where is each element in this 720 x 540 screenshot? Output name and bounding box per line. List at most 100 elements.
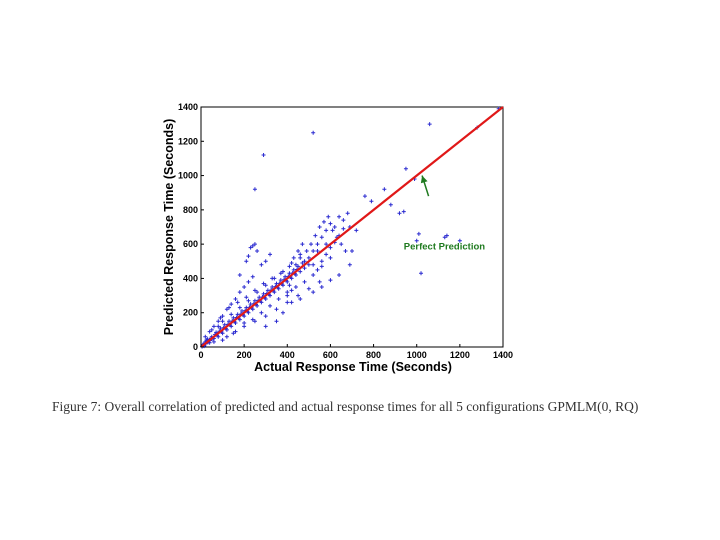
scatter-point <box>252 187 257 192</box>
scatter-point <box>285 293 290 298</box>
scatter-point <box>227 305 232 310</box>
scatter-point <box>231 331 236 336</box>
scatter-point <box>442 235 447 240</box>
scatter-point <box>207 329 212 334</box>
scatter-point <box>211 339 216 344</box>
scatter-point <box>337 273 342 277</box>
scatter-point <box>319 285 324 289</box>
scatter-point <box>319 235 324 240</box>
scatter-point <box>362 194 367 199</box>
scatter-point <box>313 233 318 238</box>
scatter-point <box>216 319 221 324</box>
scatter-point <box>339 242 344 247</box>
scatter-point <box>401 209 406 214</box>
y-tick-label: 400 <box>183 273 198 283</box>
scatter-point <box>237 273 242 277</box>
scatter-point <box>203 334 208 339</box>
scatter-point <box>419 271 424 276</box>
scatter-point <box>211 324 216 329</box>
annotation-label: Perfect Prediction <box>404 241 485 252</box>
scatter-point <box>216 324 221 329</box>
scatter-point <box>345 211 350 216</box>
scatter-point <box>388 202 393 207</box>
scatter-point <box>347 262 352 267</box>
scatter-point <box>242 285 247 289</box>
scatter-point <box>315 242 320 247</box>
scatter-point <box>220 338 225 343</box>
scatter-point <box>244 295 249 300</box>
x-tick-label: 800 <box>366 350 381 360</box>
scatter-point <box>300 261 305 265</box>
scatter-point <box>298 297 303 301</box>
scatter-point <box>252 242 257 247</box>
scatter-point <box>311 290 316 295</box>
y-tick-label: 600 <box>183 239 198 249</box>
scatter-point <box>255 290 260 295</box>
scatter-point <box>220 319 225 324</box>
scatter-point <box>317 225 322 229</box>
scatter-point <box>324 228 329 233</box>
scatter-point <box>235 300 240 305</box>
scatter-point <box>298 252 303 257</box>
scatter-point <box>341 226 346 231</box>
scatter-point <box>250 317 255 322</box>
scatter-point <box>224 307 229 312</box>
y-tick-label: 800 <box>183 205 198 215</box>
scatter-point <box>369 199 374 204</box>
scatter-point <box>317 279 322 284</box>
scatter-point <box>330 228 335 233</box>
y-tick-label: 200 <box>183 308 198 318</box>
x-tick-label: 1000 <box>407 350 427 360</box>
scatter-point <box>263 259 268 264</box>
scatter-point <box>328 221 333 226</box>
y-tick-label: 0 <box>193 342 198 352</box>
scatter-point <box>237 290 242 295</box>
x-tick-label: 600 <box>323 350 338 360</box>
scatter-point <box>252 319 257 324</box>
scatter-point <box>293 262 298 267</box>
scatter-point <box>287 283 292 288</box>
y-tick-label: 1400 <box>178 102 198 112</box>
y-tick-label: 1200 <box>178 136 198 146</box>
scatter-point <box>319 259 324 264</box>
scatter-point <box>302 279 307 284</box>
x-tick-label: 200 <box>237 350 252 360</box>
perfect-prediction-line <box>200 106 504 348</box>
scatter-point <box>306 262 311 267</box>
annotation-arrowhead <box>420 175 428 184</box>
scatter-point <box>278 271 283 276</box>
scatter-point <box>259 310 264 315</box>
scatter-point <box>220 314 225 319</box>
scatter-point <box>350 249 354 253</box>
scatter-point <box>382 187 387 192</box>
scatter-point <box>285 300 290 305</box>
scatter-point <box>255 249 260 253</box>
scatter-point <box>285 290 290 295</box>
scatter-point <box>250 243 255 248</box>
scatter-point <box>326 214 331 219</box>
scatter-point <box>444 233 449 238</box>
scatter-point <box>246 279 251 284</box>
scatter-point <box>229 312 234 317</box>
scatter-point <box>263 283 268 288</box>
scatter-point <box>248 245 253 250</box>
scatter-point <box>268 252 273 257</box>
scatter-point <box>263 314 268 319</box>
scatter-point <box>298 255 303 260</box>
scatter-point <box>229 302 234 307</box>
scatter-point <box>319 264 324 269</box>
x-axis-label: Actual Response Time (Seconds) <box>254 360 452 374</box>
scatter-point <box>272 276 277 281</box>
scatter-point <box>252 288 257 293</box>
scatter-point <box>209 327 214 332</box>
scatter-point <box>324 242 329 247</box>
scatter-point <box>246 298 251 303</box>
y-axis-label: Predicted Response Time (Seconds) <box>162 119 176 336</box>
scatter-point <box>337 214 342 219</box>
scatter-point <box>296 264 301 269</box>
scatter-point <box>298 269 303 274</box>
scatter-point <box>315 249 320 253</box>
scatter-point <box>280 310 285 315</box>
scatter-point <box>246 254 251 259</box>
